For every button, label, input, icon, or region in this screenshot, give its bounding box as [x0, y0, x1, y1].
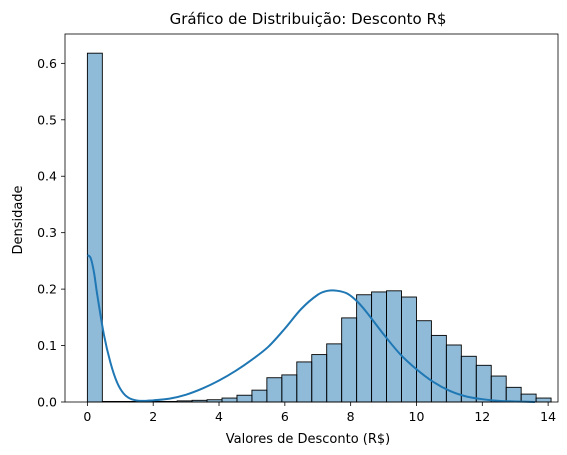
histogram-bar: [326, 343, 343, 403]
x-tick-label: 12: [474, 409, 490, 424]
x-tick-label: 8: [347, 409, 355, 424]
histogram-bar: [251, 389, 268, 403]
y-tick-label: 0.2: [37, 282, 57, 297]
histogram-bars: [86, 52, 552, 403]
histogram-bar: [356, 294, 373, 403]
histogram-bar: [535, 397, 552, 403]
histogram-bar: [371, 291, 387, 403]
y-tick-label: 0.0: [37, 395, 57, 410]
x-axis-label: Valores de Desconto (R$): [226, 432, 391, 447]
histogram-bar: [475, 364, 492, 403]
x-tick-label: 2: [149, 409, 157, 424]
y-tick-label: 0.6: [37, 56, 57, 71]
x-tick-label: 0: [83, 409, 91, 424]
histogram-bar: [266, 377, 283, 403]
histogram-bar: [416, 320, 432, 403]
histogram-bar: [296, 361, 313, 403]
kde-curve-layer: [86, 254, 535, 403]
y-axis-label: Densidade: [11, 185, 26, 254]
y-tick-label: 0.4: [37, 169, 57, 184]
x-axis-ticks: 0 2 4 6 8 10 12 14: [83, 402, 556, 424]
histogram-bar: [505, 386, 522, 403]
y-tick-label: 0.5: [37, 112, 57, 127]
y-tick-label: 0.1: [37, 338, 57, 353]
histogram-bar: [221, 397, 238, 403]
histogram-bar: [281, 374, 298, 403]
histogram-bar: [490, 375, 507, 403]
histogram-bar: [341, 317, 358, 403]
histogram-bar: [430, 334, 447, 403]
kde-curve: [86, 254, 535, 403]
histogram-bar: [401, 296, 417, 403]
x-tick-label: 10: [409, 409, 425, 424]
x-tick-label: 4: [215, 409, 223, 424]
x-tick-label: 14: [540, 409, 556, 424]
y-axis-ticks: 0.0 0.1 0.2 0.3 0.4 0.5 0.6: [37, 56, 65, 410]
histogram-bar: [86, 52, 103, 403]
y-tick-label: 0.3: [37, 225, 57, 240]
histogram-bar: [311, 354, 328, 403]
x-tick-label: 6: [281, 409, 289, 424]
plot-frame: [64, 33, 559, 403]
chart-title: Gráfico de Distribuição: Desconto R$: [170, 10, 447, 28]
histogram-bar: [236, 394, 253, 403]
